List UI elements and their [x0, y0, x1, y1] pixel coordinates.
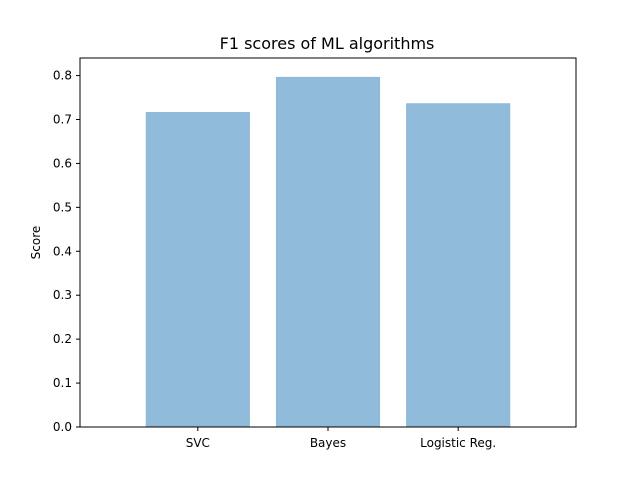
- bars-group: [145, 76, 511, 428]
- y-axis-label: Score: [29, 226, 43, 260]
- y-axis-ticks: 0.0 0.1 0.2 0.3 0.4 0.5 0.6 0.7 0.8: [53, 69, 80, 434]
- plot-area-frame: [79, 57, 577, 428]
- y-tick-label: 0.1: [53, 376, 72, 390]
- y-tick-label: 0.0: [53, 420, 72, 434]
- x-tick-label: SVC: [186, 436, 210, 450]
- y-tick-label: 0.8: [53, 69, 72, 83]
- bar-bayes: [275, 76, 381, 427]
- y-tick-label: 0.3: [53, 288, 72, 302]
- x-tick-label: Logistic Reg.: [420, 436, 496, 450]
- x-tick-label: Bayes: [310, 436, 346, 450]
- bar-svc: [145, 112, 250, 428]
- x-axis-ticks: SVC Bayes Logistic Reg.: [186, 427, 496, 450]
- y-tick-label: 0.2: [53, 332, 72, 346]
- y-tick-label: 0.6: [53, 156, 72, 170]
- y-tick-label: 0.4: [53, 244, 72, 258]
- y-tick-label: 0.7: [53, 113, 72, 127]
- chart-title: F1 scores of ML algorithms: [220, 34, 435, 53]
- y-tick-label: 0.5: [53, 200, 72, 214]
- bar-logistic-reg: [406, 103, 511, 427]
